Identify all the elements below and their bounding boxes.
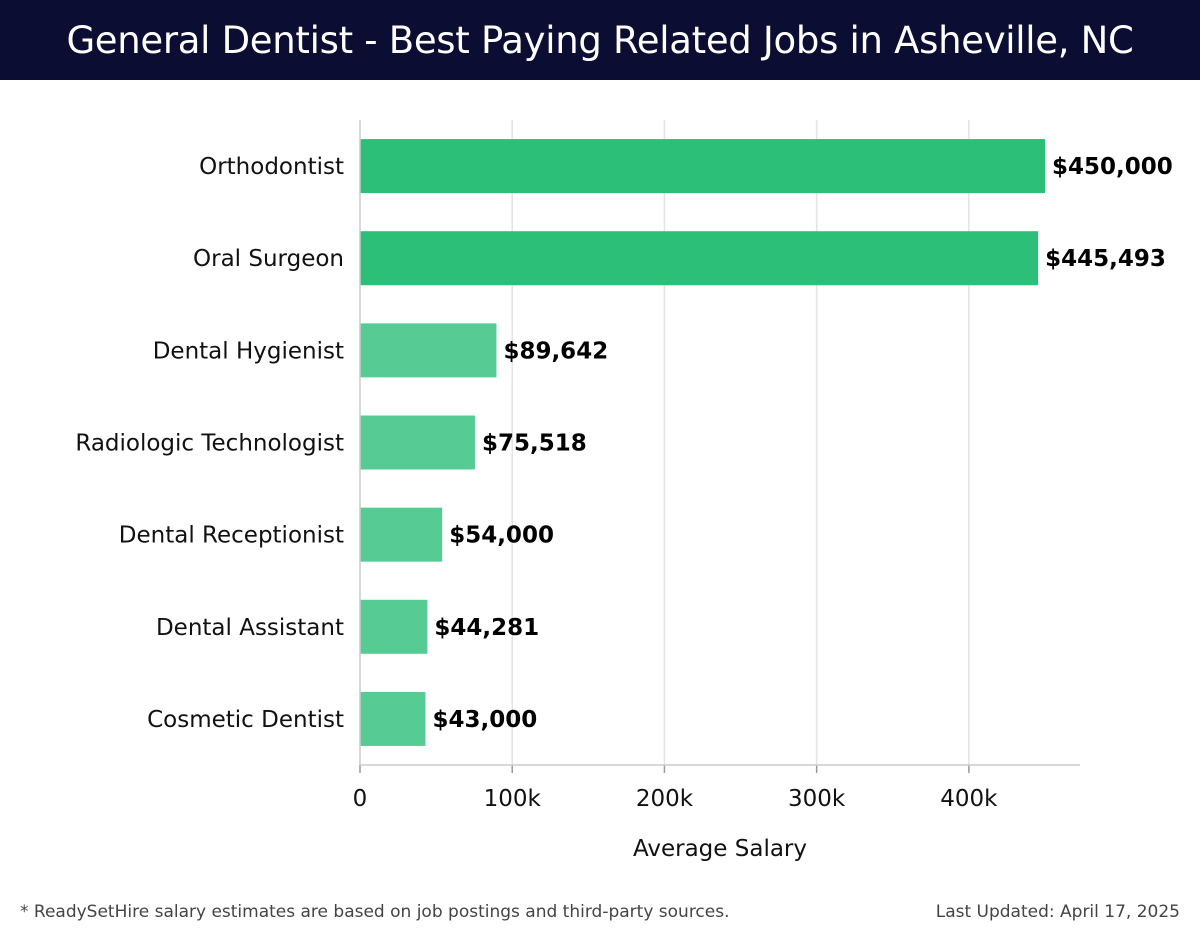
salary-bar-chart: 0 100k 200k 300k 400k Average Salary Orthodon… (75, 120, 1173, 862)
x-tick-label: 300k (788, 786, 846, 812)
bar (360, 323, 497, 378)
header-bar: General Dentist - Best Paying Related Jo… (0, 0, 1200, 80)
value-label: $44,281 (434, 615, 539, 641)
footer-note: * ReadySetHire salary estimates are base… (20, 902, 730, 922)
category-label: Dental Assistant (156, 615, 344, 641)
value-label: $43,000 (432, 707, 537, 733)
x-tick-label: 200k (636, 786, 694, 812)
last-updated: Last Updated: April 17, 2025 (935, 902, 1180, 922)
x-axis-title: Average Salary (633, 836, 807, 862)
category-label: Oral Surgeon (193, 246, 344, 272)
bar (360, 507, 443, 562)
bar (360, 231, 1039, 286)
category-label: Orthodontist (199, 154, 344, 180)
value-label: $75,518 (482, 431, 587, 457)
category-label: Dental Hygienist (153, 338, 344, 364)
value-label: $445,493 (1045, 246, 1166, 272)
x-tick-label: 400k (940, 786, 998, 812)
category-label: Dental Receptionist (119, 523, 344, 549)
bar (360, 415, 475, 470)
labels: Orthodontist $450,000 Oral Surgeon $445,493… (75, 154, 1172, 733)
value-label: $54,000 (449, 523, 554, 549)
bar (360, 599, 428, 654)
x-tick-label: 0 (353, 786, 368, 812)
category-label: Cosmetic Dentist (147, 707, 344, 733)
bars (360, 139, 1045, 746)
bar (360, 139, 1045, 194)
bar (360, 691, 426, 746)
x-tick-label: 100k (484, 786, 542, 812)
value-label: $450,000 (1052, 154, 1173, 180)
value-label: $89,642 (503, 338, 608, 364)
x-axis: 0 100k 200k 300k 400k Average Salary (353, 120, 1080, 862)
category-label: Radiologic Technologist (75, 431, 344, 457)
chart-title: General Dentist - Best Paying Related Jo… (66, 18, 1134, 62)
grid-lines (511, 120, 970, 765)
